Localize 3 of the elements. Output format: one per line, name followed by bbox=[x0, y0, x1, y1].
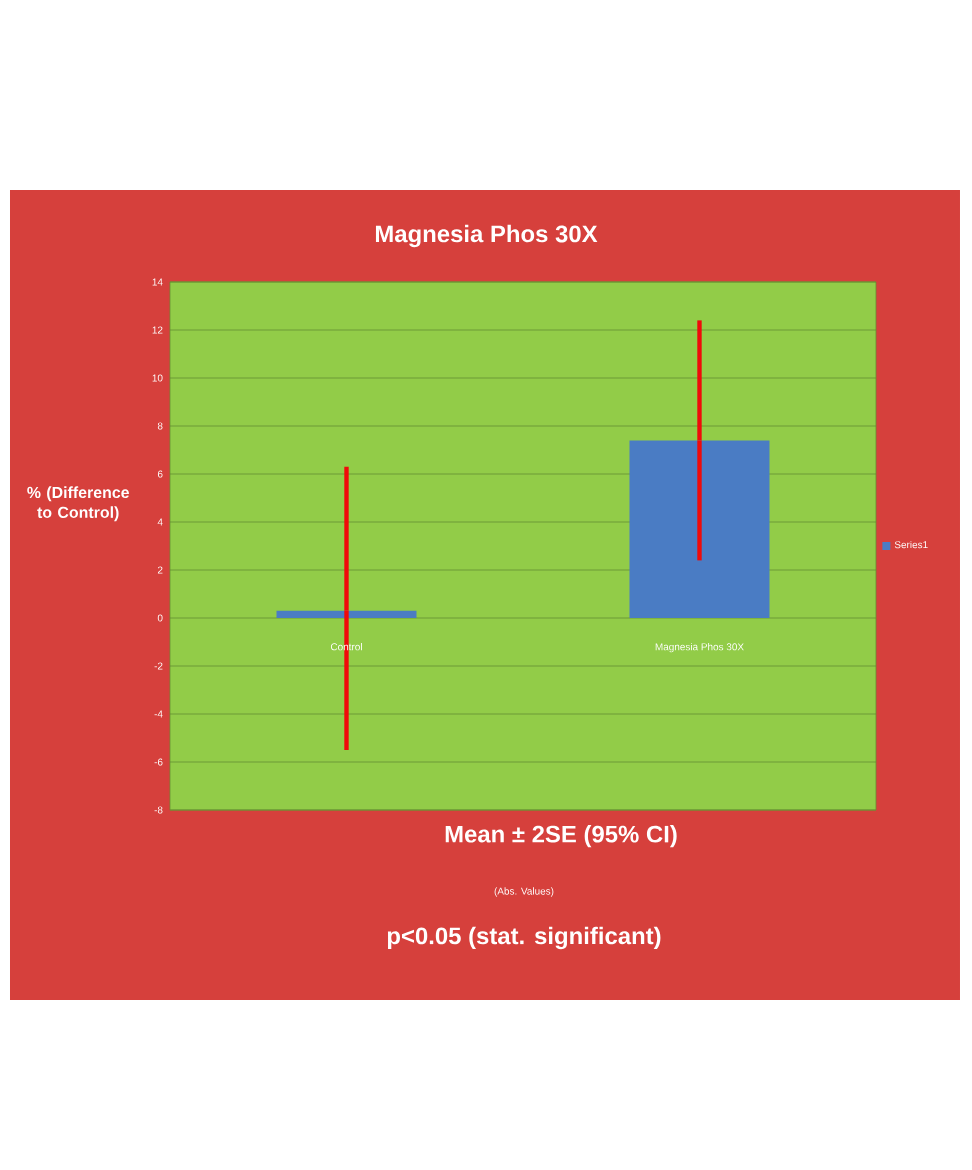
chart-title: Magnesia Phos 30X bbox=[375, 224, 598, 248]
text: p<0.05 (stat. significant) bbox=[387, 926, 661, 950]
x-axis-title: Mean ± 2SE (95% CI) bbox=[445, 825, 677, 848]
